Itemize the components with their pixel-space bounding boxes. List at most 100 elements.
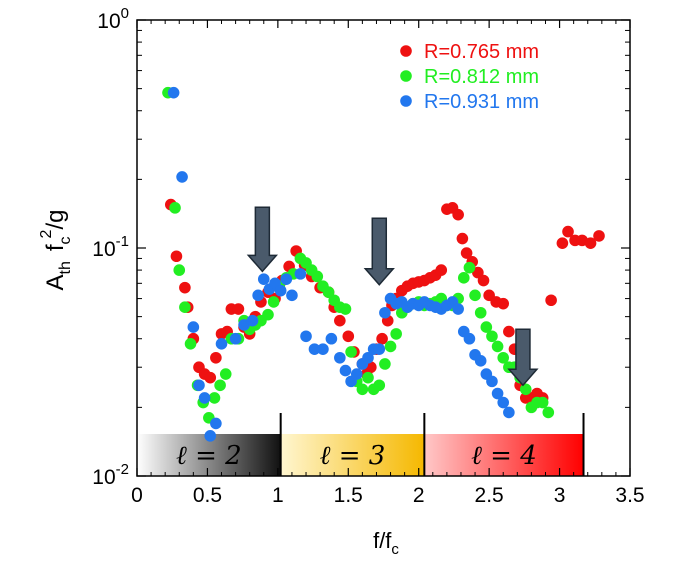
axis-ticks: 0 0.5 1 1.5 2 2.5 3 3.5 10-2 10-1 100 xyxy=(92,5,644,507)
x-tick-label: 3.5 xyxy=(615,484,644,507)
data-point-series-1 xyxy=(435,264,448,276)
data-point-series-3 xyxy=(257,273,270,285)
y-axis-label-sub1: th xyxy=(57,261,74,274)
data-point-series-2 xyxy=(262,308,274,321)
data-point-series-3 xyxy=(198,392,211,404)
data-point-series-3 xyxy=(167,86,180,99)
y-axis-label-f: f xyxy=(42,244,69,251)
data-point-series-1 xyxy=(210,351,222,364)
legend-label: R=0.812 mm xyxy=(424,66,539,88)
data-point-series-1 xyxy=(170,250,183,263)
data-point-series-3 xyxy=(317,343,329,355)
data-points xyxy=(162,86,605,442)
data-point-series-1 xyxy=(204,371,217,384)
data-point-series-3 xyxy=(350,368,363,380)
data-point-series-2 xyxy=(214,379,226,392)
legend-marker xyxy=(400,70,412,82)
data-point-series-2 xyxy=(362,371,374,384)
data-point-series-3 xyxy=(474,355,487,367)
data-point-series-3 xyxy=(274,284,287,297)
data-point-series-1 xyxy=(497,297,510,310)
data-point-series-3 xyxy=(286,289,298,302)
x-tick-label: 2.5 xyxy=(475,484,504,507)
data-point-series-2 xyxy=(390,328,402,340)
band-label: ℓ = 3 xyxy=(320,441,386,471)
y-tick-label: 10-2 xyxy=(92,461,129,489)
legend-label: R=0.931 mm xyxy=(424,91,539,113)
y-axis-label-sub2: c xyxy=(57,236,74,244)
data-point-series-3 xyxy=(300,330,312,343)
data-point-series-3 xyxy=(362,351,374,364)
data-point-series-3 xyxy=(334,351,346,364)
legend-marker xyxy=(400,95,412,107)
legend-marker xyxy=(400,45,412,57)
data-point-series-3 xyxy=(452,303,464,315)
data-point-series-3 xyxy=(339,364,352,377)
x-axis-label-main: f/f xyxy=(373,528,392,553)
data-point-series-1 xyxy=(342,330,355,343)
data-point-series-1 xyxy=(584,237,597,249)
data-point-series-3 xyxy=(246,314,259,327)
x-tick-label: 3 xyxy=(554,484,566,507)
data-point-series-3 xyxy=(325,332,338,345)
data-point-series-3 xyxy=(294,268,307,280)
y-axis-label-a: A xyxy=(42,274,69,290)
data-point-series-3 xyxy=(486,375,498,388)
data-point-series-3 xyxy=(215,338,228,350)
data-point-series-3 xyxy=(491,387,504,400)
data-point-series-2 xyxy=(356,383,369,396)
data-point-series-3 xyxy=(204,430,217,442)
down-arrow-icon xyxy=(363,217,395,286)
data-point-series-2 xyxy=(491,340,504,353)
data-point-series-3 xyxy=(379,306,391,319)
down-arrow-icon xyxy=(507,328,539,387)
data-point-series-3 xyxy=(308,343,321,355)
data-point-series-1 xyxy=(452,208,464,221)
x-tick-label: 1.5 xyxy=(334,484,363,507)
arrows xyxy=(246,206,539,387)
data-point-series-2 xyxy=(379,358,391,370)
data-point-series-2 xyxy=(519,383,532,396)
data-point-series-3 xyxy=(210,417,222,430)
x-tick-label: 0.5 xyxy=(193,484,222,507)
legend: R=0.765 mm R=0.812 mm R=0.931 mm xyxy=(400,41,539,113)
band-4 xyxy=(424,434,584,476)
band-label: ℓ = 2 xyxy=(176,441,242,471)
data-point-series-3 xyxy=(176,171,188,183)
x-axis-label-sub: c xyxy=(391,541,399,558)
data-point-series-1 xyxy=(179,281,191,294)
band-label: ℓ = 4 xyxy=(471,441,537,471)
x-axis-label: f/fc xyxy=(373,528,399,558)
y-tick-label: 100 xyxy=(97,5,129,33)
x-tick-label: 0 xyxy=(131,484,143,507)
data-point-series-2 xyxy=(497,351,510,364)
data-point-series-2 xyxy=(345,346,357,358)
data-point-series-2 xyxy=(474,306,487,319)
data-point-series-3 xyxy=(193,379,205,392)
mode-bands: ℓ = 2 ℓ = 3 ℓ = 4 xyxy=(137,413,585,476)
data-point-series-1 xyxy=(593,230,605,242)
data-point-series-2 xyxy=(179,301,191,313)
data-point-series-1 xyxy=(232,303,245,315)
data-point-series-2 xyxy=(384,340,397,353)
data-point-series-2 xyxy=(208,392,221,404)
data-point-series-1 xyxy=(477,274,490,287)
band-3 xyxy=(280,434,425,476)
data-point-series-2 xyxy=(542,406,555,419)
data-point-series-3 xyxy=(497,396,510,409)
data-point-series-1 xyxy=(556,237,569,249)
data-point-series-3 xyxy=(373,343,386,355)
data-point-series-2 xyxy=(469,289,481,302)
data-point-series-3 xyxy=(229,332,242,345)
data-point-series-1 xyxy=(460,247,473,259)
data-point-series-2 xyxy=(339,303,352,315)
data-point-series-2 xyxy=(463,261,476,274)
data-point-series-1 xyxy=(562,225,574,238)
data-point-series-2 xyxy=(480,321,493,333)
data-point-series-2 xyxy=(169,202,181,214)
legend-label: R=0.765 mm xyxy=(424,41,539,63)
data-point-series-2 xyxy=(486,330,498,343)
x-tick-label: 1 xyxy=(272,484,284,507)
data-point-series-3 xyxy=(187,321,200,333)
